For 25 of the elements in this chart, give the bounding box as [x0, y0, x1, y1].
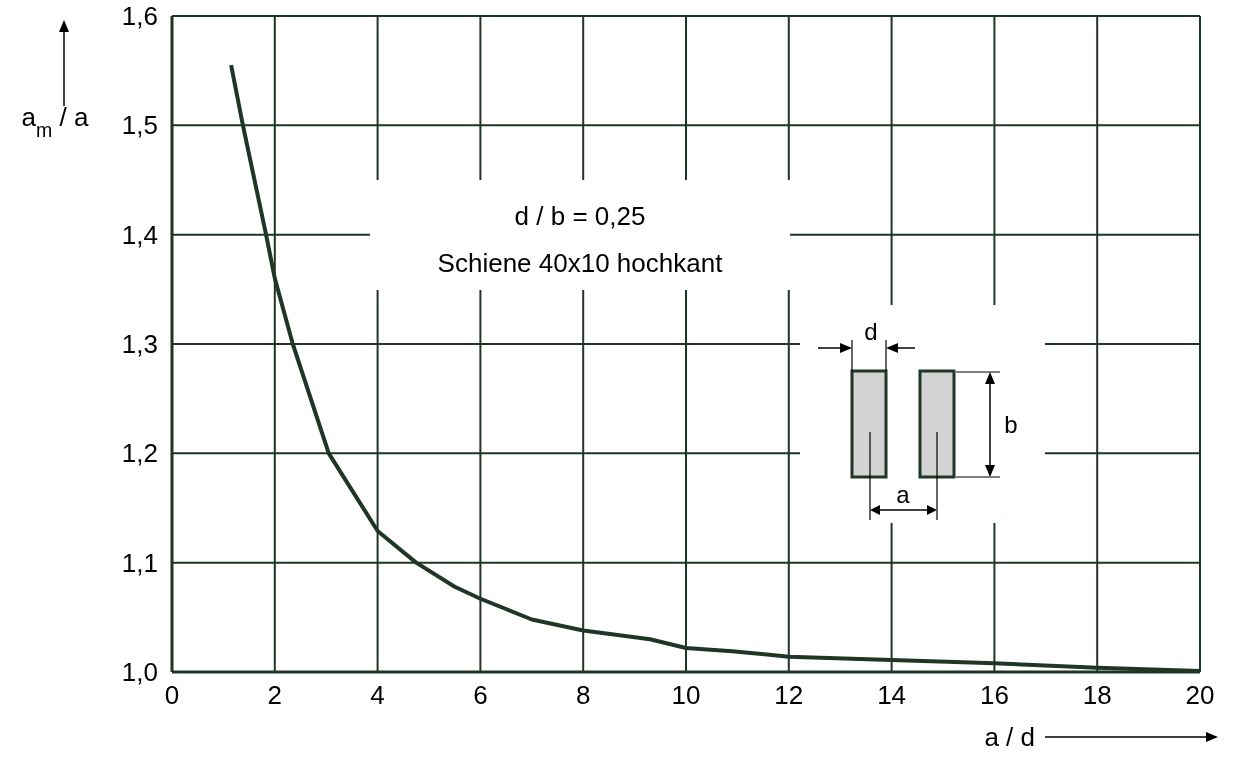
annotation: d / b = 0,25 — [514, 201, 646, 231]
x-tick-label: 2 — [267, 680, 283, 710]
x-tick-label: 16 — [979, 680, 1009, 710]
x-axis-title: a / d — [984, 722, 1035, 752]
y-tick-label: 1,1 — [121, 547, 158, 578]
x-tick-label: 4 — [370, 680, 385, 710]
annotation: a — [896, 481, 911, 508]
x-tick-label: 12 — [774, 680, 804, 710]
y-tick-label: 1,2 — [121, 438, 158, 469]
y-tick-label: 1,4 — [121, 219, 158, 250]
x-tick-label: 6 — [473, 680, 488, 710]
x-tick-label: 14 — [877, 680, 907, 710]
x-tick-label: 10 — [671, 680, 701, 710]
x-tick-label: 20 — [1185, 680, 1215, 710]
x-tick-label: 18 — [1082, 680, 1112, 710]
x-tick-label: 0 — [164, 680, 180, 710]
y-tick-label: 1,6 — [121, 1, 158, 31]
annotation: Schiene 40x10 hochkant — [437, 248, 724, 278]
annotation: b — [1004, 411, 1018, 438]
y-tick-label: 1,0 — [121, 657, 158, 687]
annotation: d — [864, 318, 878, 345]
y-tick-label: 1,3 — [121, 329, 158, 359]
y-tick-label: 1,5 — [121, 110, 158, 141]
x-tick-label: 8 — [575, 680, 591, 710]
y-axis-title: a$_{m}$ / a — [21, 102, 89, 141]
